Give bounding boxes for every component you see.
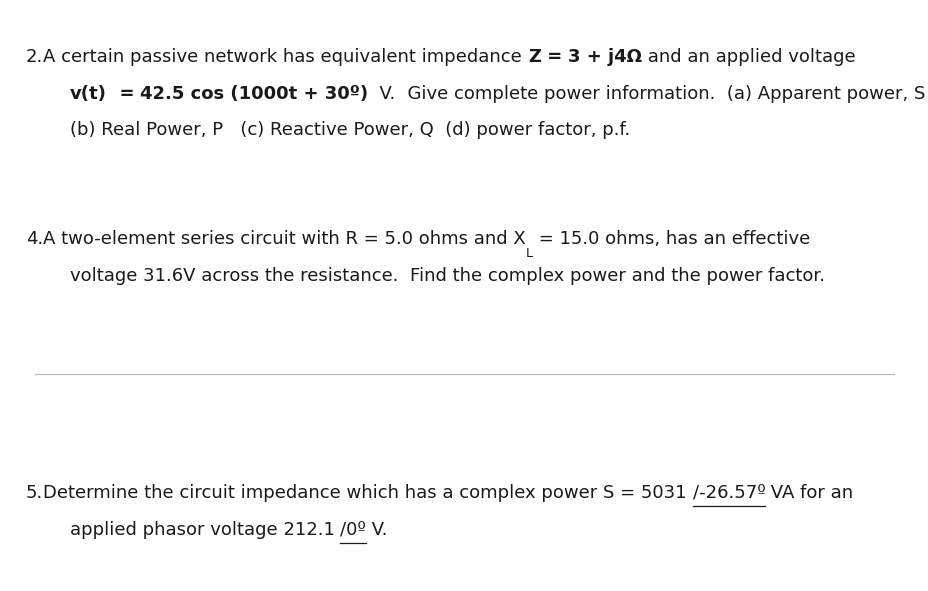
Text: A certain passive network has equivalent impedance: A certain passive network has equivalent…: [44, 48, 527, 66]
Text: v(t): v(t): [70, 85, 107, 103]
Text: /0º: /0º: [340, 521, 366, 539]
Text: =: =: [540, 48, 568, 66]
Text: applied phasor voltage 212.1: applied phasor voltage 212.1: [70, 521, 340, 539]
Text: 4.: 4.: [26, 230, 44, 248]
Text: Z: Z: [527, 48, 540, 66]
Text: 42.5 cos (1000t + 30º): 42.5 cos (1000t + 30º): [140, 85, 368, 103]
Text: 3 + j4Ω: 3 + j4Ω: [568, 48, 641, 66]
Text: (b) Real Power, P   (c) Reactive Power, Q  (d) power factor, p.f.: (b) Real Power, P (c) Reactive Power, Q …: [70, 121, 629, 139]
Text: Determine the circuit impedance which has a complex power S = 5031: Determine the circuit impedance which ha…: [44, 483, 691, 502]
Text: =: =: [107, 85, 140, 103]
Text: /-26.57º: /-26.57º: [691, 483, 765, 502]
Text: V.: V.: [368, 85, 395, 103]
Text: Give complete power information.  (a) Apparent power, S: Give complete power information. (a) App…: [395, 85, 924, 103]
Text: VA for an: VA for an: [765, 483, 853, 502]
Text: and an applied voltage: and an applied voltage: [641, 48, 855, 66]
Text: L: L: [525, 247, 533, 260]
Text: voltage 31.6V across the resistance.  Find the complex power and the power facto: voltage 31.6V across the resistance. Fin…: [70, 267, 824, 285]
Text: V.: V.: [366, 521, 387, 539]
Text: 5.: 5.: [26, 483, 44, 502]
Text: = 15.0 ohms, has an effective: = 15.0 ohms, has an effective: [533, 230, 809, 248]
Text: A two-element series circuit with R = 5.0 ohms and X: A two-element series circuit with R = 5.…: [44, 230, 525, 248]
Text: 2.: 2.: [26, 48, 44, 66]
